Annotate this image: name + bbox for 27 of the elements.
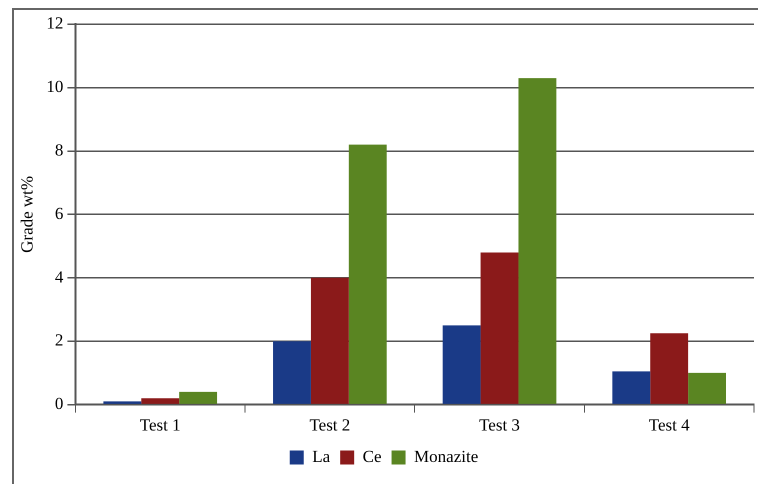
y-tick-label: 12 xyxy=(46,14,64,33)
bar xyxy=(141,398,180,404)
bar xyxy=(103,401,142,404)
y-tick-label: 8 xyxy=(54,140,64,160)
x-tick-label: Test 3 xyxy=(479,415,520,434)
legend-label: Ce xyxy=(362,446,382,466)
y-tick-label: 0 xyxy=(54,394,64,414)
bar xyxy=(688,372,726,404)
bar xyxy=(442,325,481,404)
bar xyxy=(310,278,349,404)
bar xyxy=(650,333,688,404)
y-tick-label: 2 xyxy=(54,330,64,350)
y-tick-label: 6 xyxy=(54,204,64,223)
bar xyxy=(612,371,650,404)
x-tick-label: Test 1 xyxy=(140,415,181,434)
bar xyxy=(480,252,518,404)
x-tick-label: Test 2 xyxy=(309,415,350,434)
bar xyxy=(348,144,387,404)
y-tick-label: 10 xyxy=(46,77,64,96)
bar xyxy=(273,341,311,404)
x-tick-label: Test 4 xyxy=(648,415,690,434)
legend-label: Monazite xyxy=(414,446,478,466)
y-tick-label: 4 xyxy=(54,267,64,286)
legend-label: La xyxy=(312,446,331,466)
y-axis-title: Grade wt% xyxy=(18,176,37,253)
bar xyxy=(518,78,556,404)
bar xyxy=(179,392,218,404)
